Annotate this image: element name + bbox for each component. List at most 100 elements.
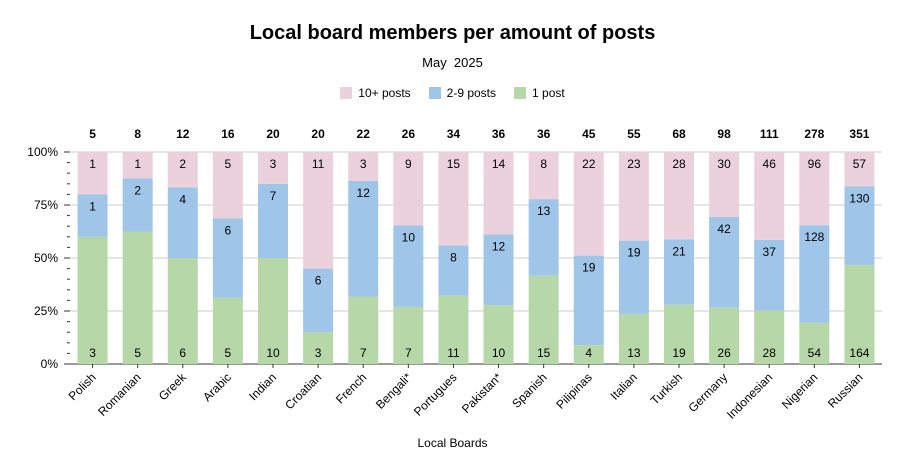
- total-label: 68: [672, 127, 686, 141]
- total-label: 12: [176, 127, 190, 141]
- data-label: 1: [89, 199, 96, 213]
- bar-segment: [483, 152, 514, 235]
- bar-segment: [528, 199, 559, 276]
- x-tick-label: Arabic: [200, 370, 234, 404]
- total-label: 351: [849, 127, 869, 141]
- chart-title: Local board members per amount of posts: [249, 22, 656, 44]
- data-label: 30: [717, 157, 731, 171]
- total-label: 26: [402, 127, 416, 141]
- total-label: 36: [537, 127, 551, 141]
- chart-subtitle: May 2025: [422, 55, 483, 70]
- data-label: 8: [450, 251, 457, 265]
- data-label: 2: [134, 184, 141, 198]
- data-label: 164: [849, 346, 869, 360]
- data-label: 54: [808, 346, 822, 360]
- total-label: 16: [221, 127, 235, 141]
- data-label: 4: [585, 346, 592, 360]
- data-label: 10: [492, 346, 506, 360]
- bar-segment: [709, 216, 740, 308]
- bar-segment: [709, 307, 740, 364]
- bar-segment: [438, 295, 469, 364]
- bar-segment: [348, 180, 379, 297]
- data-label: 23: [627, 157, 641, 171]
- bar-segment: [844, 264, 875, 364]
- data-label: 19: [672, 346, 686, 360]
- bar-segment: [799, 322, 830, 364]
- data-label: 3: [360, 157, 367, 171]
- x-tick-label: Indian: [246, 370, 279, 403]
- x-tick-label: Romanian: [95, 370, 144, 419]
- data-label: 3: [315, 346, 322, 360]
- x-tick-label: Spanish: [509, 370, 550, 411]
- bar-segment: [664, 152, 694, 240]
- data-label: 28: [763, 346, 777, 360]
- x-tick-label: Italian: [607, 370, 640, 403]
- bar-segment: [393, 152, 424, 226]
- total-label: 8: [134, 127, 141, 141]
- data-label: 42: [717, 222, 731, 236]
- bar-segment: [844, 152, 875, 187]
- data-label: 19: [582, 261, 596, 275]
- legend-swatch-10plus: [340, 87, 353, 99]
- total-label: 36: [492, 127, 506, 141]
- total-label: 20: [266, 127, 280, 141]
- data-label: 5: [225, 157, 232, 171]
- data-label: 14: [492, 157, 506, 171]
- data-label: 5: [134, 346, 141, 360]
- bar-segment: [258, 152, 288, 184]
- data-label: 96: [808, 157, 822, 171]
- bar-segment: [393, 225, 424, 307]
- data-label: 10: [266, 346, 280, 360]
- data-label: 9: [405, 157, 412, 171]
- bar-segment: [303, 268, 334, 333]
- x-tick-label: Greek: [156, 370, 190, 404]
- x-tick-label: Portugues: [411, 370, 460, 419]
- total-label: 55: [627, 127, 641, 141]
- legend-swatch-2to9: [428, 87, 441, 99]
- bar-segment: [167, 187, 198, 258]
- data-label: 3: [270, 157, 277, 171]
- bar-segment: [754, 152, 785, 240]
- bar-segment: [618, 240, 649, 314]
- data-label: 22: [582, 157, 596, 171]
- x-tick-label: Bengali*: [373, 370, 415, 412]
- bar-segment: [77, 236, 108, 364]
- bar-segment: [303, 152, 334, 269]
- data-label: 11: [447, 346, 460, 360]
- bar-segment: [799, 152, 830, 226]
- bar-segment: [122, 152, 153, 179]
- x-tick-label: Indonesian: [724, 370, 775, 421]
- y-tick-label: 25%: [34, 304, 58, 318]
- bar-segment: [573, 345, 604, 364]
- bar-segment: [618, 313, 649, 364]
- bar-segment: [122, 231, 153, 364]
- data-label: 1: [134, 157, 141, 171]
- data-label: 15: [537, 346, 551, 360]
- legend-label-2to9: 2-9 posts: [446, 86, 497, 100]
- data-label: 6: [315, 274, 322, 288]
- data-label: 12: [357, 186, 371, 200]
- bar-segment: [483, 305, 514, 364]
- data-label: 13: [537, 204, 551, 218]
- bar-segment: [528, 275, 559, 364]
- legend-item-10plus: 10+ posts: [340, 86, 411, 100]
- data-label: 26: [717, 346, 731, 360]
- total-label: 34: [447, 127, 461, 141]
- bar-segment: [212, 218, 243, 298]
- x-tick-label: Pakistan*: [459, 370, 505, 416]
- bar-segment: [483, 234, 514, 306]
- data-label: 2: [179, 157, 186, 171]
- bar-segment: [754, 310, 785, 364]
- data-label: 7: [405, 346, 412, 360]
- total-label: 45: [582, 127, 596, 141]
- data-label: 12: [492, 239, 506, 253]
- bar-segment: [212, 152, 243, 219]
- total-label: 20: [311, 127, 325, 141]
- data-label: 13: [627, 346, 641, 360]
- data-label: 57: [853, 157, 867, 171]
- total-label: 278: [804, 127, 824, 141]
- bar-segment: [258, 258, 288, 364]
- total-label: 111: [760, 127, 779, 141]
- total-label: 5: [89, 127, 96, 141]
